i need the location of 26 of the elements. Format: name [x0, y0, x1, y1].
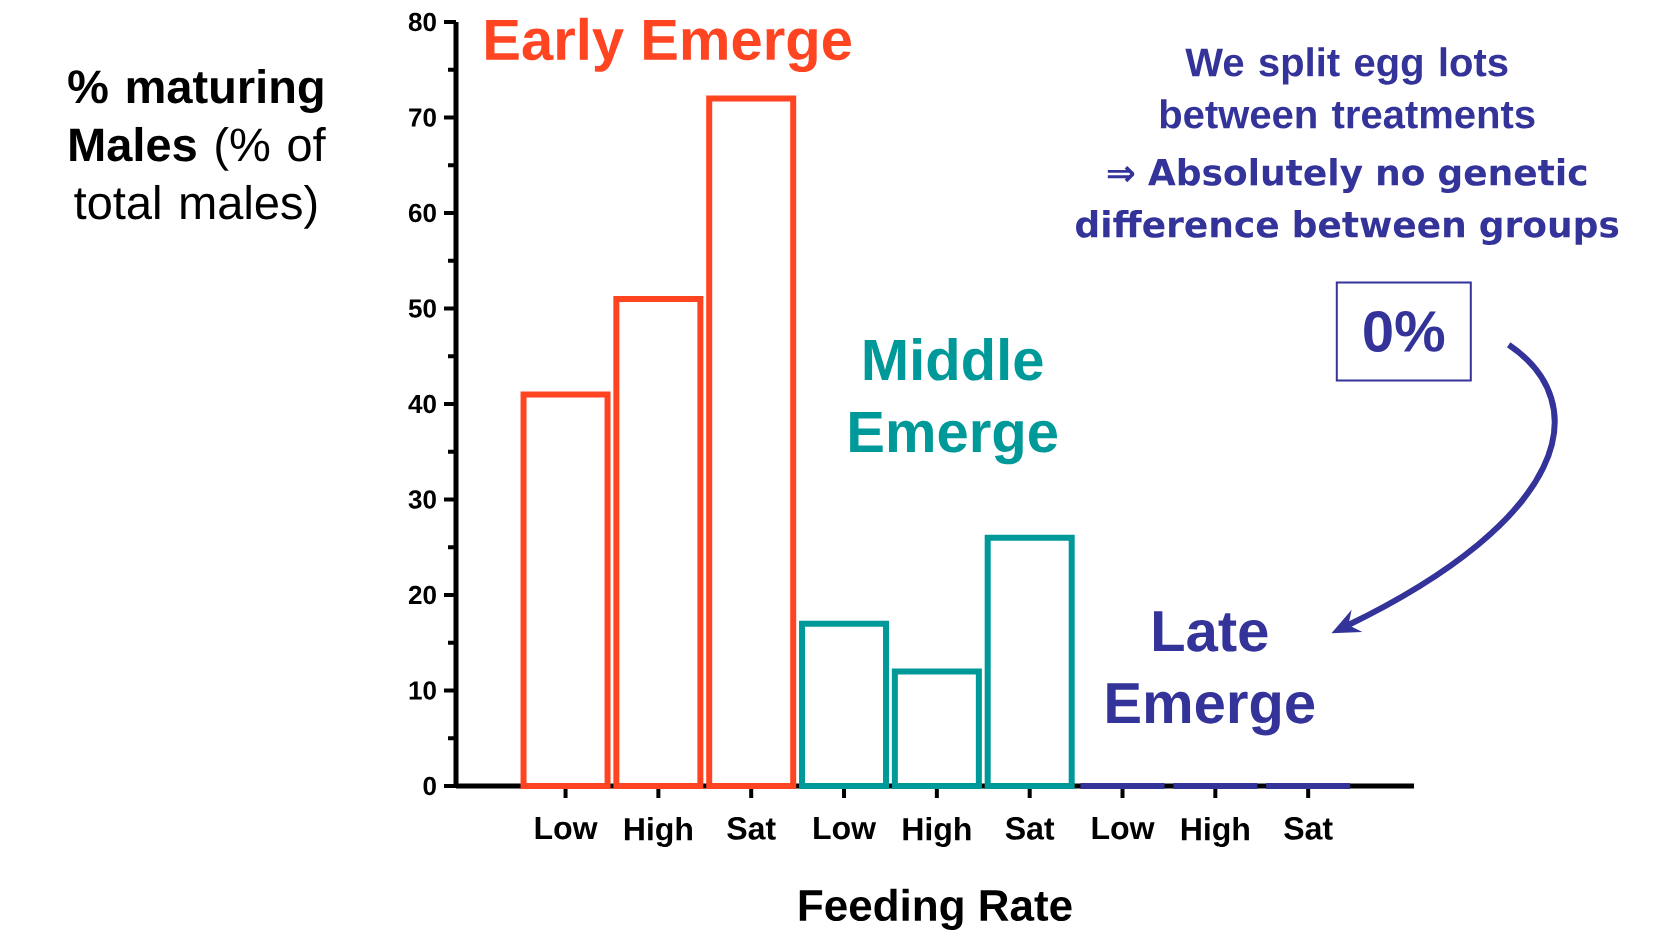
annotation: We split egg lots between treatments: [1160, 47, 1535, 129]
y-tick-label: 20: [408, 585, 436, 605]
x-tick-label: Low: [814, 817, 877, 840]
y-tick-label: 70: [409, 108, 436, 127]
annotation: 0%: [1364, 310, 1445, 352]
x-axis-title: Feeding Rate: [799, 888, 1072, 930]
x-tick-label: High: [1181, 817, 1249, 848]
y-tick-label: 30: [408, 490, 436, 509]
x-tick-label: Sat: [727, 817, 776, 840]
x-tick-label: High: [903, 817, 971, 848]
y-tick-label: 80: [408, 12, 436, 32]
y-tick-label: 40: [408, 394, 436, 414]
x-tick-label: Sat: [1005, 817, 1055, 840]
y-tick-label: 10: [409, 681, 436, 700]
annotation: Middle Emerge: [850, 337, 1058, 465]
y-axis-title: % maturing Males (% of total males): [68, 68, 326, 229]
annotation: ⇒ Absolutely no genetic difference between groups: [1076, 157, 1619, 246]
y-tick-label: 60: [408, 203, 436, 223]
x-tick-label: Low: [1092, 817, 1155, 840]
y-tick-label: 0: [423, 776, 436, 796]
y-tick-label: 50: [408, 299, 436, 318]
x-tick-label: Low: [535, 817, 598, 840]
annotation: Early Emerge: [486, 17, 851, 73]
x-tick-label: High: [624, 817, 692, 848]
x-tick-label: Sat: [1284, 817, 1333, 840]
annotation: Late Emerge: [1107, 611, 1315, 736]
